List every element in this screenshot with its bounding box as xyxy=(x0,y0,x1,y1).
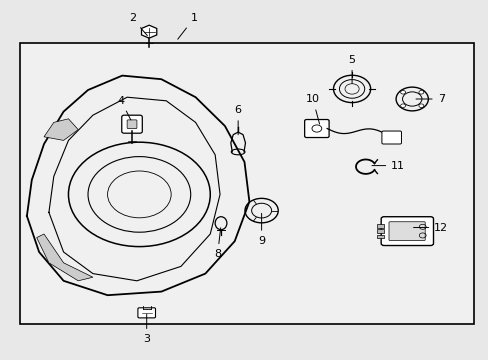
FancyBboxPatch shape xyxy=(138,308,155,318)
FancyBboxPatch shape xyxy=(388,222,424,240)
Circle shape xyxy=(418,104,423,108)
Polygon shape xyxy=(141,25,157,38)
Text: 11: 11 xyxy=(371,161,405,171)
Text: 7: 7 xyxy=(415,94,444,104)
FancyBboxPatch shape xyxy=(127,120,137,129)
Circle shape xyxy=(418,90,423,94)
Text: 8: 8 xyxy=(214,228,221,259)
Text: 5: 5 xyxy=(348,55,355,84)
Bar xyxy=(377,224,384,228)
Text: 3: 3 xyxy=(143,314,150,344)
Bar xyxy=(377,235,384,238)
Circle shape xyxy=(400,104,405,108)
Polygon shape xyxy=(37,234,93,281)
Polygon shape xyxy=(44,119,78,140)
Text: 10: 10 xyxy=(305,94,319,124)
Text: 9: 9 xyxy=(258,213,264,246)
Text: 12: 12 xyxy=(413,222,447,233)
FancyBboxPatch shape xyxy=(381,217,432,246)
FancyBboxPatch shape xyxy=(304,120,328,138)
Text: 2: 2 xyxy=(128,13,147,36)
Text: 1: 1 xyxy=(177,13,197,39)
Text: 6: 6 xyxy=(234,105,241,135)
Bar xyxy=(377,229,384,233)
Bar xyxy=(20,43,473,324)
FancyBboxPatch shape xyxy=(381,131,401,144)
FancyBboxPatch shape xyxy=(122,115,142,133)
Text: 4: 4 xyxy=(117,96,130,120)
Circle shape xyxy=(400,90,405,94)
